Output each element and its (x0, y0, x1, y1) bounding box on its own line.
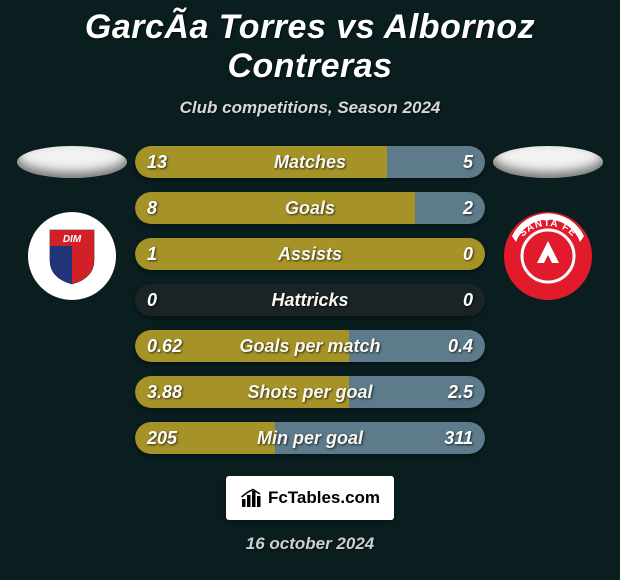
right-team-badge: SANTA FE (504, 212, 592, 300)
logo-text-prefix: Fc (268, 488, 288, 507)
stat-label: Goals (135, 192, 485, 224)
stat-row: 10Assists (135, 238, 485, 270)
logo-text-suffix: .com (340, 488, 380, 507)
left-side: DIM (17, 146, 127, 300)
stat-row: 00Hattricks (135, 284, 485, 316)
right-ellipse (493, 146, 603, 178)
stat-row: 135Matches (135, 146, 485, 178)
logo-text-main: Tables (288, 488, 341, 507)
left-badge-text: DIM (63, 234, 82, 245)
stat-label: Matches (135, 146, 485, 178)
page-title: GarcÃ­a Torres vs Albornoz Contreras (0, 0, 620, 86)
comparison-main: DIM 135Matches 82Goals 10Assists 00Hattrick… (0, 146, 620, 454)
stat-label: Shots per goal (135, 376, 485, 408)
stat-label: Min per goal (135, 422, 485, 454)
shield-icon: DIM (46, 226, 98, 286)
logo-text: FcTables.com (268, 488, 380, 508)
left-team-badge: DIM (28, 212, 116, 300)
stat-label: Assists (135, 238, 485, 270)
right-side: SANTA FE (493, 146, 603, 300)
bar-chart-icon (240, 487, 262, 509)
stat-row: 82Goals (135, 192, 485, 224)
stats-column: 135Matches 82Goals 10Assists 00Hattricks 0.6… (135, 146, 485, 454)
circle-badge-icon: SANTA FE (504, 212, 592, 300)
date-text: 16 october 2024 (0, 534, 620, 554)
stat-row: 0.620.4Goals per match (135, 330, 485, 362)
stat-row: 3.882.5Shots per goal (135, 376, 485, 408)
stat-label: Goals per match (135, 330, 485, 362)
site-logo: FcTables.com (226, 476, 394, 520)
left-ellipse (17, 146, 127, 178)
subtitle: Club competitions, Season 2024 (0, 98, 620, 118)
stat-row: 205311Min per goal (135, 422, 485, 454)
stat-label: Hattricks (135, 284, 485, 316)
